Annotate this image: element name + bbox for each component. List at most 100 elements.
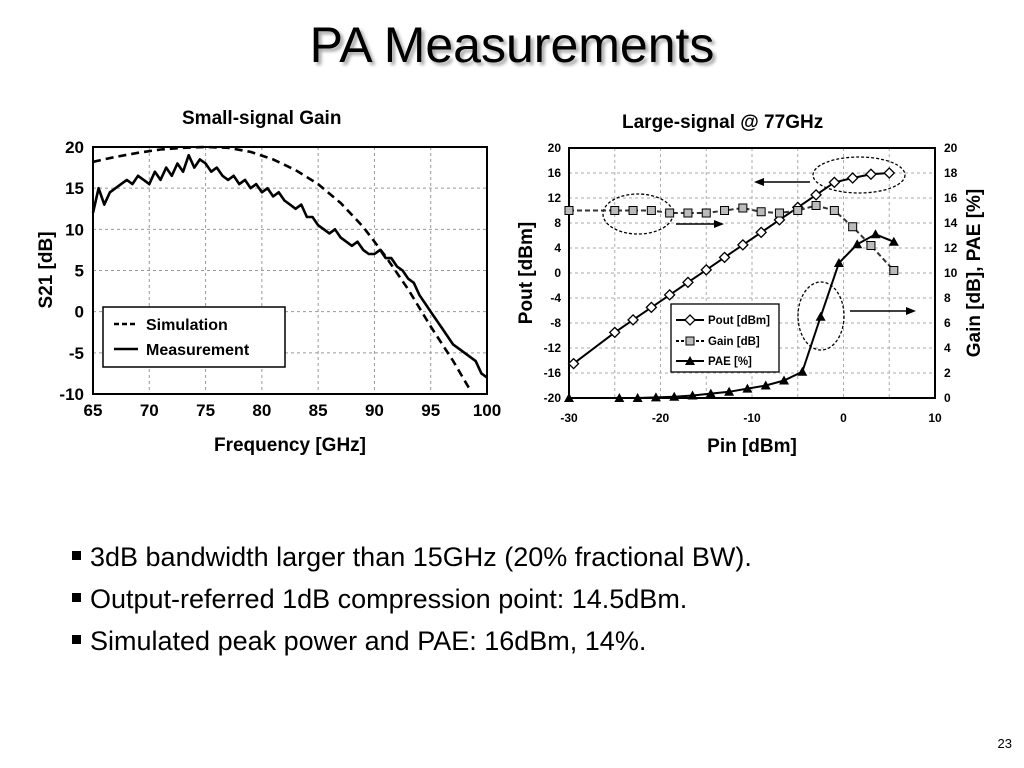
- pae-point: [614, 393, 625, 402]
- gain-point: [683, 208, 693, 218]
- bullet-item: 3dB bandwidth larger than 15GHz (20% fra…: [72, 536, 752, 578]
- chart-title-large-signal: Large-signal @ 77GHz: [622, 112, 824, 133]
- x-tick-label: 65: [84, 401, 103, 420]
- pae-point: [564, 393, 574, 402]
- series-line-simulation: [92, 145, 472, 391]
- series-line-square: [569, 204, 895, 272]
- pae-point: [724, 386, 735, 396]
- gain-point: [646, 206, 656, 215]
- series-line-measurement: [91, 153, 488, 379]
- legend-label-simulation: Simulation: [146, 317, 228, 334]
- gain-point: [665, 208, 675, 218]
- pae-point: [815, 311, 826, 321]
- pae-point: [742, 383, 753, 393]
- x-tick-labels: 65 70 75 80 85 90 95 100: [84, 401, 502, 420]
- pout-point: [718, 251, 731, 264]
- x-tick-label: 95: [421, 401, 440, 420]
- pout-point: [567, 357, 580, 370]
- y2-tick-label: 4: [944, 341, 951, 355]
- x-tick-label: 70: [140, 401, 159, 420]
- y-tick-label: 0: [75, 303, 84, 322]
- x-tick-labels: -30 -20 -10 0 10: [560, 411, 942, 425]
- y2-tick-label: 0: [944, 391, 951, 405]
- bullet-item: Simulated peak power and PAE: 16dBm, 14%…: [72, 620, 752, 662]
- legend-label-gain: Gain [dB]: [708, 336, 760, 348]
- gain-point: [738, 203, 748, 213]
- bullet-text: 3dB bandwidth larger than 15GHz (20% fra…: [90, 542, 752, 572]
- gain-point: [811, 201, 821, 210]
- gain-point: [889, 266, 899, 275]
- legend-marker-diamond: [684, 314, 696, 326]
- x-axis-label: Frequency [GHz]: [214, 435, 366, 456]
- y-tick-label: 15: [65, 179, 84, 198]
- y-tick-label: -20: [544, 391, 562, 405]
- gain-point: [756, 207, 766, 217]
- y-tick-label: 10: [65, 220, 84, 239]
- gain-point: [829, 206, 839, 215]
- y-tick-label: -12: [544, 341, 562, 355]
- gain-point: [628, 206, 638, 215]
- gain-point: [564, 206, 574, 215]
- pout-point: [755, 226, 768, 239]
- bullet-square-icon: [72, 635, 81, 645]
- gain-point: [866, 241, 876, 250]
- pae-point: [760, 380, 771, 390]
- pae-point: [705, 388, 716, 398]
- x-axis-label: Pin [dBm]: [707, 436, 797, 457]
- pout-point: [828, 176, 841, 189]
- x-tick-label: -30: [560, 411, 578, 425]
- y-tick-label: -16: [544, 366, 562, 380]
- y-axis-label: Pout [dBm]: [516, 222, 537, 324]
- x-tick-label: 85: [309, 401, 328, 420]
- y-tick-label: 16: [548, 166, 562, 180]
- pae-point: [779, 375, 790, 385]
- y-tick-label: 20: [65, 138, 84, 157]
- pout-point: [682, 276, 694, 289]
- pae-point: [632, 393, 643, 402]
- y-tick-label: 20: [548, 141, 562, 155]
- y-tick-label: -8: [550, 316, 561, 330]
- y2-tick-label: 8: [944, 291, 951, 305]
- plot-frame: [568, 147, 936, 399]
- bullet-square-icon: [72, 593, 81, 603]
- pout-point: [645, 301, 658, 314]
- gain-point: [720, 206, 730, 215]
- gain-point: [793, 206, 803, 215]
- x-tick-label: 80: [252, 401, 271, 420]
- y-tick-label: -5: [69, 344, 84, 363]
- y-tick-label: 12: [548, 191, 562, 205]
- y2-tick-label: 16: [944, 191, 958, 205]
- y2-tick-label: 10: [944, 266, 958, 280]
- pae-point: [650, 392, 661, 402]
- bullet-list: 3dB bandwidth larger than 15GHz (20% fra…: [72, 536, 752, 662]
- y-tick-label: 0: [554, 266, 561, 280]
- y-tick-label: -4: [550, 291, 561, 305]
- small-signal-gain-chart: 65 70 75 80 85 90 95 100 20 15 10 5 0 -5 -10 Frequenc…: [36, 138, 502, 456]
- legend: Pout [dBm] Gain [dB] PAE [%]: [670, 303, 780, 373]
- pae-highlight-ellipse: [797, 281, 845, 351]
- arrow-head: [906, 307, 916, 315]
- pae-point: [669, 391, 680, 401]
- legend: Simulation Measurement: [102, 306, 286, 368]
- gain-point: [701, 208, 711, 218]
- x-axis-label-text: Pin [dBm]: [707, 436, 797, 457]
- pout-point: [700, 263, 713, 276]
- y2-axis-label: Gain [dB], PAE [%]: [964, 189, 985, 358]
- y2-tick-label: 18: [944, 166, 958, 180]
- y-tick-label: 8: [554, 216, 561, 230]
- y2-tick-label: 2: [944, 366, 951, 380]
- pout-point: [608, 326, 621, 339]
- gain-point: [848, 222, 858, 232]
- pout-point: [865, 168, 877, 181]
- y2-tick-label: 6: [944, 316, 951, 330]
- gain-point: [774, 208, 784, 218]
- y-tick-label: 5: [75, 262, 84, 281]
- y-tick-label: 4: [554, 241, 561, 255]
- arrow-head: [754, 178, 764, 186]
- arrow-head: [714, 220, 724, 228]
- x-tick-label: 100: [473, 401, 501, 420]
- series-layer: [91, 145, 488, 391]
- bullet-square-icon: [72, 551, 81, 561]
